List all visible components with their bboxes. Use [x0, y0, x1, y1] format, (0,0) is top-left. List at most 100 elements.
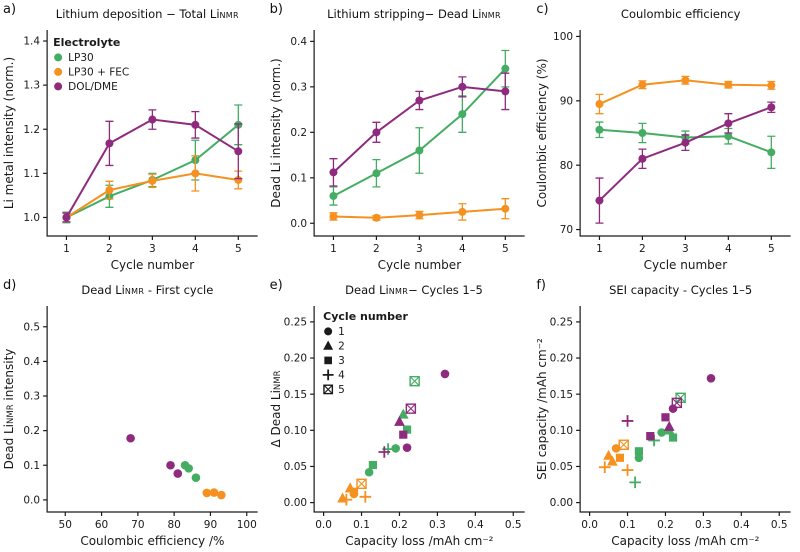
svg-text:Cycle number: Cycle number [644, 258, 728, 272]
svg-text:LP30 + FEC: LP30 + FEC [68, 67, 129, 79]
svg-text:Cycle number: Cycle number [377, 258, 461, 272]
panel-d-title-text: Dead Li [81, 283, 125, 297]
svg-text:1.0: 1.0 [23, 212, 40, 224]
chart-canvas-f: 0.0 0.1 0.2 0.3 0.4 0.5 0.00 0.05 0.10 0.15 0.20 0.… [535, 306, 791, 548]
svg-text:0.15: 0.15 [550, 389, 573, 401]
panel-b-label: b) [269, 2, 283, 17]
svg-text:2: 2 [106, 243, 113, 255]
svg-text:Dead Li intensity (norm.): Dead Li intensity (norm.) [269, 58, 283, 207]
svg-text:Electrolyte: Electrolyte [53, 36, 120, 49]
svg-text:4: 4 [338, 370, 345, 382]
svg-text:3: 3 [338, 355, 345, 367]
svg-text:90: 90 [560, 95, 573, 107]
svg-text:0.0: 0.0 [290, 218, 307, 230]
panel-b-title-smallcaps: NMR [481, 11, 501, 20]
svg-text:5: 5 [768, 243, 775, 255]
svg-text:70: 70 [560, 224, 573, 236]
svg-text:0.2: 0.2 [290, 127, 307, 139]
chart-canvas-d: 50 60 70 80 90 100 0.0 0.1 0.2 0.3 0.4 0.5 Coulombic… [2, 306, 258, 548]
svg-text:1.4: 1.4 [23, 36, 40, 48]
svg-text:Capacity loss /mAh cm⁻²: Capacity loss /mAh cm⁻² [612, 534, 760, 548]
svg-text:1.1: 1.1 [23, 168, 40, 180]
svg-text:100: 100 [553, 31, 573, 43]
svg-text:2: 2 [373, 243, 380, 255]
svg-text:0.3: 0.3 [290, 81, 307, 93]
panel-f: f) SEI capacity - Cycles 1–5 0.0 0.1 0.2 0.… [533, 276, 800, 552]
panel-e-title-smallcaps: NMR [388, 287, 409, 296]
svg-text:5: 5 [235, 243, 242, 255]
chart-canvas-e: 0.0 0.1 0.2 0.3 0.4 0.5 0.00 0.05 0.10 0.15 0.20 0.… [269, 306, 525, 548]
svg-text:0.00: 0.00 [550, 497, 573, 509]
svg-text:SEI capacity /mAh cm⁻²: SEI capacity /mAh cm⁻² [535, 338, 549, 480]
svg-text:80: 80 [560, 160, 573, 172]
svg-text:1: 1 [596, 243, 603, 255]
svg-text:Coulombic efficiency /%: Coulombic efficiency /% [80, 534, 224, 548]
svg-text:0.5: 0.5 [771, 519, 788, 531]
svg-text:0.4: 0.4 [733, 519, 750, 531]
svg-text:Δ Dead LiNMR: Δ Dead LiNMR [269, 370, 283, 447]
svg-text:0.1: 0.1 [290, 172, 307, 184]
panel-f-title: SEI capacity - Cycles 1–5 [563, 283, 798, 297]
svg-text:60: 60 [95, 519, 108, 531]
panel-c-label: c) [536, 2, 549, 17]
svg-text:0.3: 0.3 [695, 519, 712, 531]
svg-text:1: 1 [330, 243, 337, 255]
svg-text:0.20: 0.20 [550, 353, 573, 365]
svg-text:2: 2 [639, 243, 646, 255]
panel-a: a) Lithium deposition − Total LiNMR 1 2 3 4… [0, 0, 267, 276]
panel-b-title: Lithium stripping− Dead LiNMR [297, 7, 532, 21]
svg-text:4: 4 [192, 243, 199, 255]
panel-e-title-post: − Cycles 1–5 [408, 283, 483, 297]
svg-text:Capacity loss /mAh cm⁻²: Capacity loss /mAh cm⁻² [345, 534, 493, 548]
svg-text:5: 5 [502, 243, 509, 255]
svg-text:0.3: 0.3 [23, 391, 40, 403]
svg-text:0.05: 0.05 [550, 461, 573, 473]
panel-f-title-text: SEI capacity - Cycles 1–5 [609, 283, 753, 297]
svg-text:1: 1 [63, 243, 70, 255]
svg-text:80: 80 [167, 519, 180, 531]
svg-text:3: 3 [149, 243, 156, 255]
panel-e-label: e) [269, 278, 283, 293]
svg-text:Dead LiNMR intensity: Dead LiNMR intensity [2, 349, 16, 470]
panel-f-label: f) [536, 278, 546, 293]
panel-a-title-smallcaps: NMR [219, 11, 239, 20]
svg-text:0.25: 0.25 [550, 317, 573, 329]
panel-e: e) Dead LiNMR− Cycles 1–5 0.0 0.1 0.2 0.3 0.… [267, 276, 534, 552]
panel-a-label: a) [3, 2, 17, 17]
svg-text:0.0: 0.0 [315, 519, 332, 531]
svg-text:1.2: 1.2 [23, 124, 40, 136]
svg-text:0.15: 0.15 [283, 389, 306, 401]
svg-text:0.1: 0.1 [353, 519, 370, 531]
panel-d-title-post: - First cycle [144, 283, 214, 297]
panel-d: d) Dead LiNMR - First cycle 50 60 70 80 90 10… [0, 276, 267, 552]
panel-a-title-text: Lithium deposition − Total Li [55, 7, 220, 21]
svg-text:0.4: 0.4 [23, 356, 40, 368]
svg-text:0.20: 0.20 [283, 353, 306, 365]
svg-text:Li metal intensity (norm.): Li metal intensity (norm.) [2, 57, 16, 209]
panel-d-title-smallcaps: NMR [124, 287, 145, 296]
svg-text:Coulombic efficiency (%): Coulombic efficiency (%) [535, 58, 549, 207]
svg-text:4: 4 [725, 243, 732, 255]
svg-text:0.10: 0.10 [550, 425, 573, 437]
svg-text:0.10: 0.10 [283, 425, 306, 437]
svg-text:0.1: 0.1 [619, 519, 636, 531]
svg-text:5: 5 [338, 384, 345, 396]
svg-text:2: 2 [338, 341, 345, 353]
svg-text:50: 50 [59, 519, 72, 531]
svg-text:0.2: 0.2 [391, 519, 408, 531]
panel-e-title-text: Dead Li [345, 283, 389, 297]
svg-text:90: 90 [204, 519, 217, 531]
svg-text:0.4: 0.4 [290, 36, 307, 48]
svg-text:3: 3 [416, 243, 423, 255]
panel-d-title: Dead LiNMR - First cycle [30, 283, 265, 297]
chart-canvas-a: 1 2 3 4 5 1.0 1.1 1.2 1.3 1.4 Cycle number Li metal… [2, 30, 258, 272]
svg-text:0.2: 0.2 [657, 519, 674, 531]
svg-text:0.2: 0.2 [23, 425, 40, 437]
panel-c-title-text: Coulombic efficiency [620, 7, 741, 21]
svg-text:0.25: 0.25 [283, 317, 306, 329]
svg-text:0.5: 0.5 [505, 519, 522, 531]
panel-c: c) Coulombic efficiency 1 2 3 4 5 70 80 90 100 Cy… [533, 0, 800, 276]
panel-b-title-text: Lithium stripping− Dead Li [327, 7, 482, 21]
panel-e-title: Dead LiNMR− Cycles 1–5 [297, 283, 532, 297]
